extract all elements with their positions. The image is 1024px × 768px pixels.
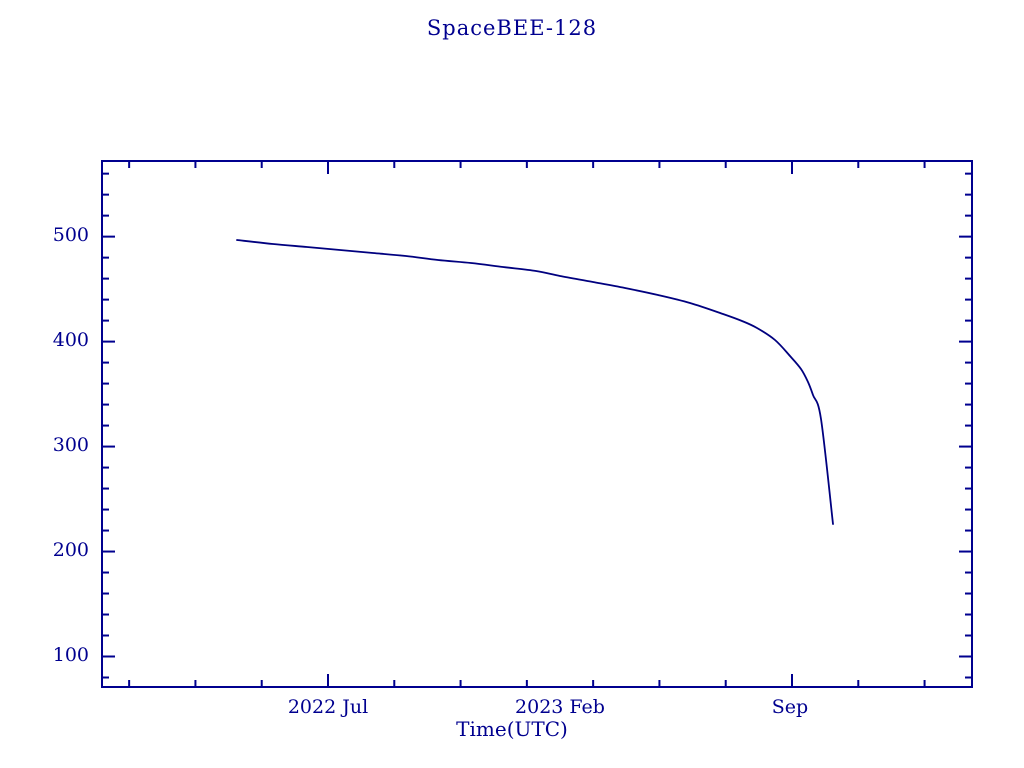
x-tick-label: 2022 Jul bbox=[287, 696, 369, 718]
y-tick-label: 400 bbox=[52, 328, 89, 351]
y-tick-label: 300 bbox=[52, 433, 89, 456]
chart-title: SpaceBEE-128 bbox=[426, 16, 598, 40]
plot-frame bbox=[101, 160, 973, 688]
y-tick-label: 200 bbox=[52, 538, 89, 561]
y-tick-label: 500 bbox=[52, 223, 89, 246]
y-tick-label: 100 bbox=[52, 643, 89, 666]
x-axis-title: Time(UTC) bbox=[456, 717, 568, 741]
x-tick-label: 2023 Feb bbox=[515, 696, 605, 718]
x-tick-label: Sep bbox=[771, 696, 809, 718]
